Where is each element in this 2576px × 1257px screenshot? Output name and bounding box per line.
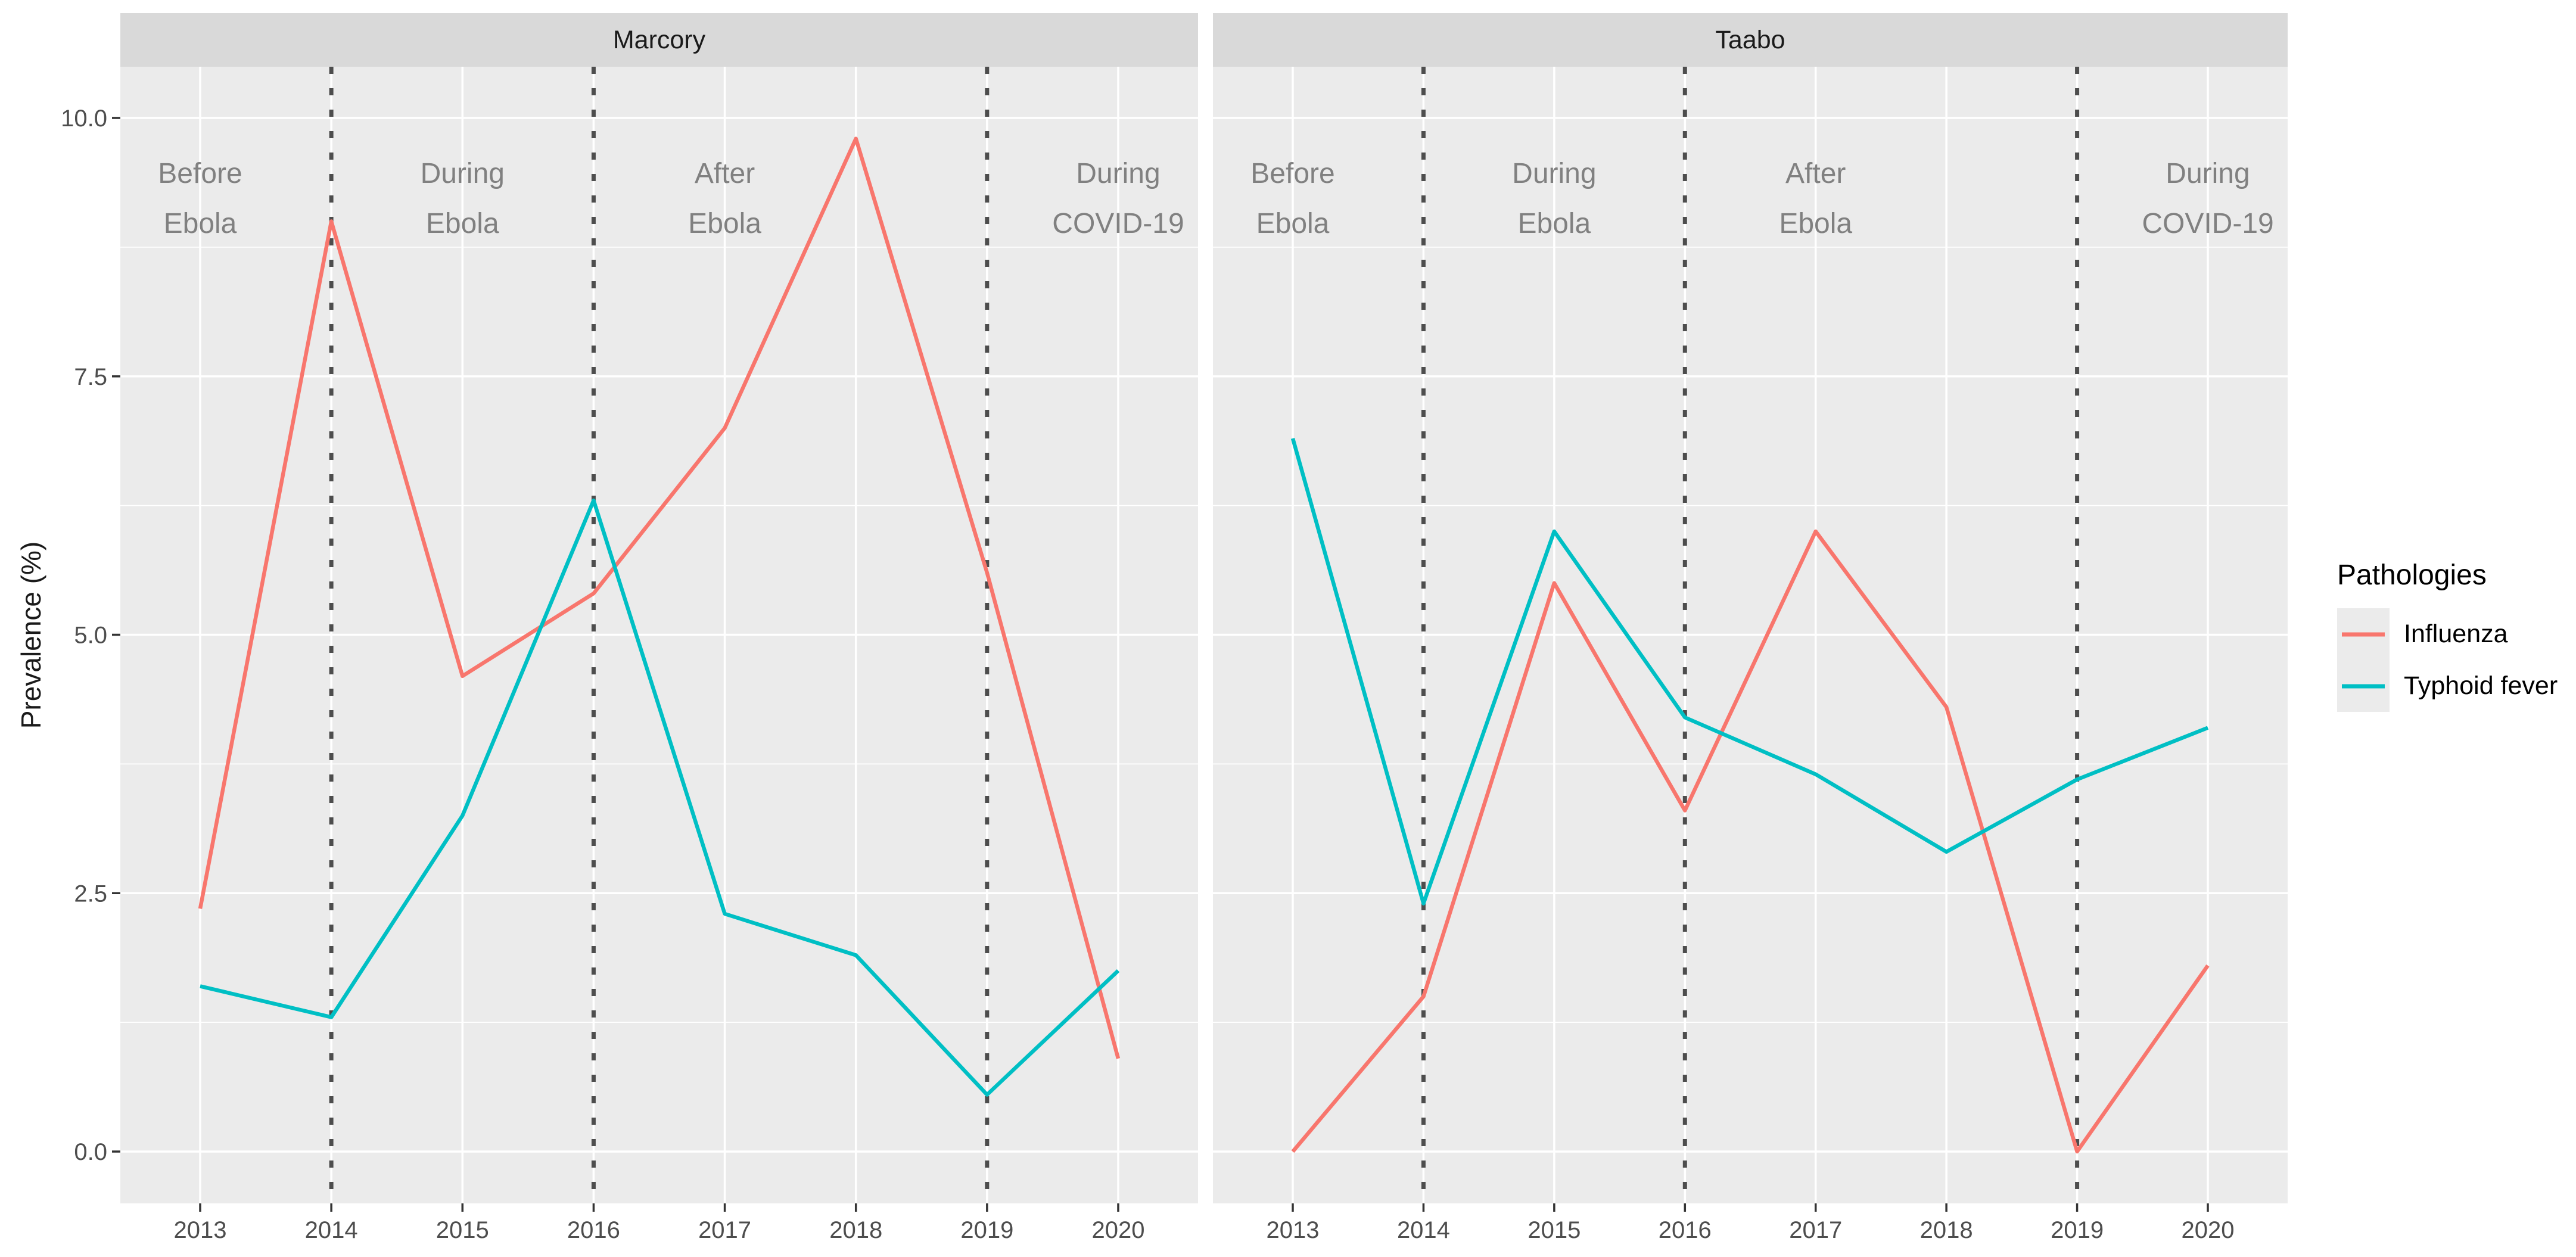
y-tick-label: 7.5 <box>74 364 107 390</box>
x-tick-label: 2016 <box>1659 1217 1712 1243</box>
y-tick-label: 0.0 <box>74 1139 107 1165</box>
x-tick-label: 2016 <box>567 1217 620 1243</box>
facet-marcory: 2013 2014 2015 2016 2017 2018 2019 2020 Before Eb… <box>120 67 1198 1243</box>
period-label-line2: Ebola <box>1517 208 1591 239</box>
facet-taabo: 2013 2014 2015 2016 2017 2018 2019 2020 Before Eb… <box>1213 67 2288 1243</box>
influenza-line <box>198 136 1121 1059</box>
x-tick-label: 2020 <box>1091 1217 1144 1243</box>
x-tick-label: 2015 <box>1527 1217 1581 1243</box>
period-label-line1: Before <box>1250 158 1334 189</box>
facet-strip-taabo-label: Taabo <box>1715 25 1785 54</box>
x-tick-label: 2013 <box>174 1217 227 1243</box>
y-tick-label: 10.0 <box>61 105 107 132</box>
typhoid-fever-line <box>200 498 1120 1097</box>
facet-strip-marcory-label: Marcory <box>612 25 706 54</box>
x-tick-label: 2019 <box>2051 1217 2104 1243</box>
x-tick-label: 2020 <box>2182 1217 2235 1243</box>
period-label-line2: COVID-19 <box>1052 208 1184 239</box>
facet-strip-marcory: Marcory <box>120 13 1198 67</box>
period-label-line1: After <box>1785 158 1846 189</box>
facet-strip-taabo: Taabo <box>1213 13 2288 67</box>
legend-entry-typhoid-fever: Typhoid fever <box>2337 660 2575 712</box>
x-tick-label: 2013 <box>1267 1217 1320 1243</box>
x-tick-label: 2014 <box>1397 1217 1450 1243</box>
x-tick-label: 2017 <box>698 1217 751 1243</box>
period-label-line2: Ebola <box>164 208 237 239</box>
period-label-line1: Before <box>158 158 242 189</box>
x-tick-label: 2018 <box>1920 1217 1973 1243</box>
legend-key-typhoid-fever <box>2337 660 2390 712</box>
legend-label-influenza: Influenza <box>2404 620 2508 648</box>
period-label-line2: COVID-19 <box>2142 208 2273 239</box>
y-tick-label: 2.5 <box>74 880 107 907</box>
period-label-line2: Ebola <box>426 208 499 239</box>
legend: Pathologies Influenza Typhoid fever <box>2337 559 2575 712</box>
y-tick-label: 5.0 <box>74 623 107 649</box>
period-label-line1: During <box>1076 158 1160 189</box>
period-label-line1: After <box>695 158 755 189</box>
period-label-line2: Ebola <box>688 208 761 239</box>
legend-key-influenza <box>2337 608 2390 660</box>
legend-entry-influenza: Influenza <box>2337 608 2575 660</box>
period-label-line1: During <box>2166 158 2250 189</box>
x-tick-label: 2014 <box>305 1217 358 1243</box>
legend-label-typhoid-fever: Typhoid fever <box>2404 671 2558 700</box>
x-tick-label: 2018 <box>829 1217 882 1243</box>
influenza-line <box>1291 529 2210 1154</box>
y-axis-title: Prevalence (%) <box>15 541 46 729</box>
period-label-line2: Ebola <box>1779 208 1852 239</box>
period-label-line1: During <box>421 158 505 189</box>
period-label-line1: During <box>1512 158 1596 189</box>
x-tick-label: 2017 <box>1789 1217 1842 1243</box>
legend-title: Pathologies <box>2337 559 2487 591</box>
x-tick-label: 2015 <box>436 1217 489 1243</box>
period-label-line2: Ebola <box>1256 208 1330 239</box>
influenza-line-swatch <box>2342 632 2385 636</box>
typhoid-fever-line-swatch <box>2342 684 2385 688</box>
x-tick-label: 2019 <box>960 1217 1013 1243</box>
typhoid-fever-line <box>1290 437 2209 906</box>
